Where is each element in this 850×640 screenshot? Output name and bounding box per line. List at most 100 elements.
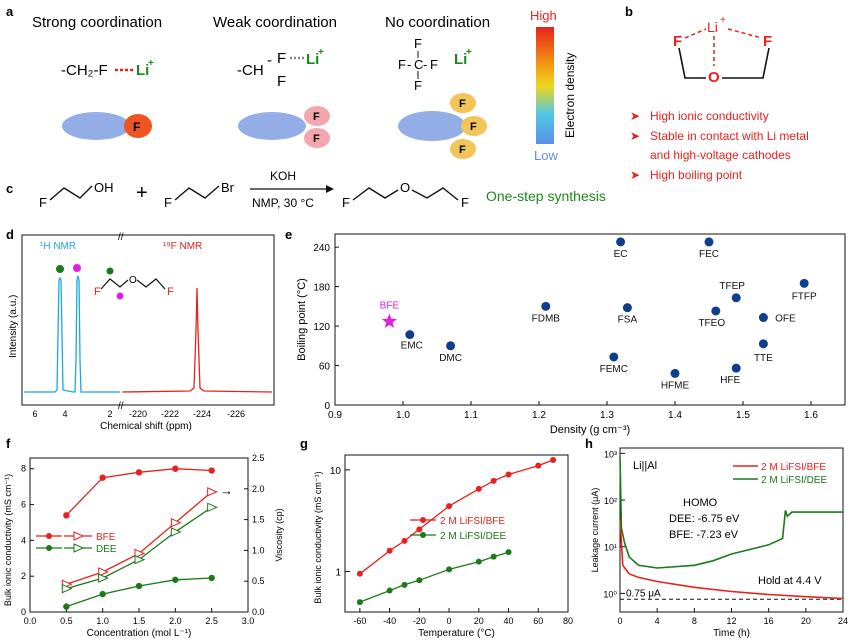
- f-point: [172, 576, 179, 583]
- li-weak: Li: [306, 51, 319, 68]
- e-point-label: FEC: [699, 249, 719, 260]
- c-r2-br: Br: [221, 180, 235, 195]
- atom-f-no-2: F: [470, 121, 477, 133]
- c-p-f1: F: [342, 195, 350, 210]
- f-legend-label: DEE: [96, 544, 117, 555]
- g-point: [475, 558, 482, 565]
- d-tick-label: 4: [62, 409, 67, 419]
- e-point: [541, 301, 551, 311]
- e-plot-frame: [334, 233, 846, 406]
- e-point-label: TFEP: [719, 281, 745, 292]
- d-ylabel: Intensity (a.u.): [8, 295, 19, 358]
- e-point-label: FTFP: [792, 291, 817, 302]
- h-x-tick-label: 4: [655, 616, 660, 626]
- f-point: [135, 469, 143, 476]
- f-y-tick-label: 0: [21, 607, 26, 617]
- f-y-tick-label: 4: [21, 535, 26, 545]
- carbon-blob-strong: [62, 112, 130, 140]
- e-point: [799, 278, 809, 288]
- f-point: [208, 467, 215, 474]
- d-mol-f1: F: [94, 286, 101, 298]
- h-y-tick-label: 10³: [604, 449, 617, 459]
- e-point-label: HFME: [661, 380, 690, 391]
- electron-density-colorbar: [536, 27, 554, 144]
- d-tick-label: 6: [32, 409, 37, 419]
- f-point-open: [98, 573, 109, 583]
- heading-no: No coordination: [385, 14, 490, 31]
- g-series-line: [359, 459, 554, 575]
- atom-f-weak-1: F: [313, 111, 320, 123]
- f-point: [63, 512, 70, 519]
- li-strong: Li: [136, 62, 149, 79]
- colorbar-high: High: [530, 8, 557, 23]
- bullet-arrow-1: ➤: [630, 109, 640, 123]
- panel-d: ¹H NMR ¹⁹F NMR // // F O F Intensity (a.…: [8, 232, 275, 432]
- panel-letter-a: a: [6, 4, 14, 19]
- chart-g: -60 -40 -20 0 20 40 60 80 1 10 Temperature (°C) Bul…: [313, 454, 573, 639]
- f-point: [99, 590, 106, 598]
- f-x-tick-label: 2.5: [205, 616, 218, 626]
- e-point: [405, 330, 415, 340]
- g-point: [446, 566, 453, 573]
- f-point-open: [98, 567, 109, 577]
- h-legend-label: 2 M LiFSI/BFE: [761, 462, 826, 473]
- g-legend-label: 2 M LiFSI/DEE: [440, 531, 506, 542]
- h-y-tick-label: 10²: [604, 496, 617, 506]
- h-xlabel: Time (h): [713, 628, 750, 639]
- c-r2-f: F: [164, 195, 172, 210]
- h-series-line: [619, 518, 844, 600]
- g-x-tick-label: -60: [353, 616, 366, 626]
- d-axis-break: //: [118, 232, 124, 243]
- d-mol-marker-magenta: [116, 292, 124, 300]
- g-point: [401, 581, 408, 588]
- f-x-tick-label: 0.5: [60, 616, 73, 626]
- f-legend-marker: [46, 545, 52, 551]
- formula-no-f-top: F: [414, 36, 422, 51]
- atom-f-no-3: F: [459, 144, 466, 156]
- d-axis-break-bottom: //: [118, 401, 124, 412]
- f-point-open: [207, 502, 218, 513]
- e-y-tick-label: 240: [313, 243, 330, 254]
- f-point-open: [207, 487, 218, 497]
- fluorine-lobe-no-3: [450, 139, 476, 159]
- g-legend-marker: [420, 532, 426, 538]
- atom-f-no-1: F: [459, 98, 466, 110]
- h-y-tick-label: 10¹: [604, 543, 617, 553]
- formula-no-c: C: [414, 57, 423, 72]
- d-mol-chain-right: [136, 278, 166, 290]
- e-x-tick-label: 0.9: [328, 410, 342, 421]
- formula-weak-f2: F: [277, 73, 286, 90]
- g-x-tick-label: 40: [504, 616, 514, 626]
- panel-letter-h: h: [585, 436, 593, 451]
- formula-no-f-left: F: [398, 57, 406, 72]
- atom-f-weak-2: F: [313, 133, 320, 145]
- panel-a: Strong coordination Weak coordination No…: [32, 8, 577, 163]
- f-y2-tick-label: 1.0: [252, 545, 265, 555]
- b-f-left: F: [673, 33, 682, 50]
- d-tick-label: 2: [107, 409, 112, 419]
- fluorine-lobe-no-1: [450, 93, 476, 113]
- panel-letter-c: c: [6, 181, 13, 196]
- h-annotation-dee: DEE: -6.75 eV: [669, 513, 740, 525]
- e-point-label: EC: [614, 249, 628, 260]
- c-r1-chain: [49, 185, 93, 201]
- e-point-label: BFE: [380, 300, 400, 311]
- e-x-tick-label: 1.0: [396, 410, 410, 421]
- e-point: [609, 352, 619, 362]
- d-tick-label: -226: [227, 409, 245, 419]
- d-h-nmr-spectrum: [24, 275, 120, 393]
- e-point-label: EMC: [401, 341, 423, 352]
- li-f-left-coordination: [684, 28, 707, 39]
- fluorine-lobe-weak-1: [304, 106, 330, 126]
- f-axis-arrow: →: [220, 483, 233, 498]
- g-point: [386, 547, 393, 554]
- heading-weak: Weak coordination: [213, 14, 337, 31]
- c-reagent: KOH: [270, 169, 296, 183]
- d-peak-marker-magenta: [73, 264, 81, 272]
- e-point-label: OFE: [775, 314, 796, 325]
- e-point: [711, 306, 721, 316]
- h-ylabel: Leakage current (μA): [590, 488, 600, 573]
- bullet-2-cont: and high-voltage cathodes: [650, 148, 791, 162]
- heading-strong: Strong coordination: [32, 14, 162, 31]
- e-x-tick-label: 1.6: [804, 410, 818, 421]
